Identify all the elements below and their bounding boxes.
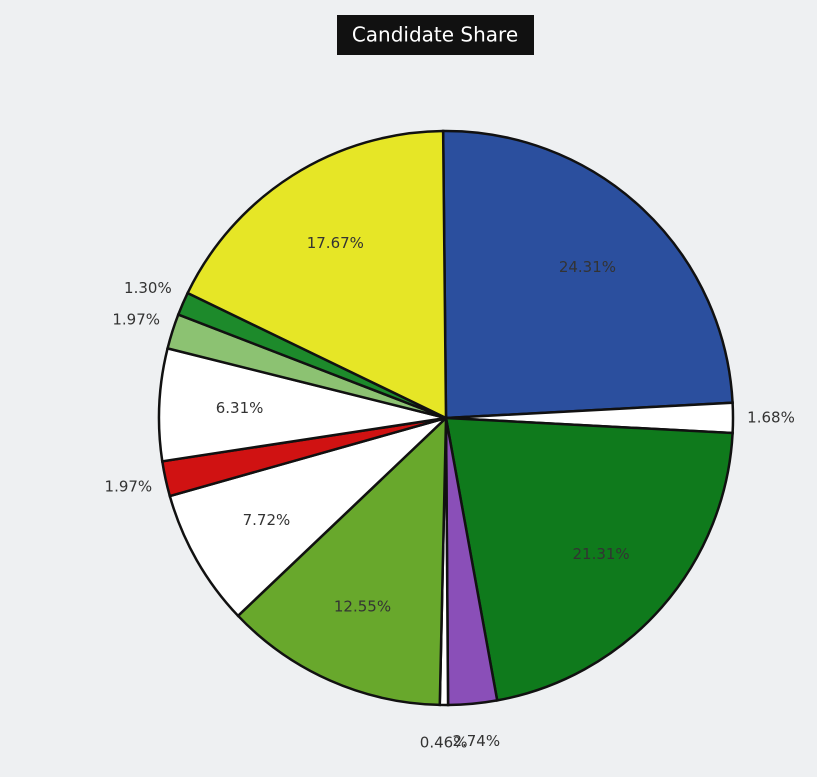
slice-label: 1.30% bbox=[124, 279, 172, 297]
slice-label: 7.72% bbox=[243, 511, 291, 529]
slice-label: 1.68% bbox=[747, 408, 795, 426]
chart-title: Candidate Share bbox=[352, 23, 518, 47]
slice-label: 21.31% bbox=[572, 545, 629, 563]
slice-label: 1.97% bbox=[105, 477, 153, 495]
slice-label: 12.55% bbox=[334, 598, 391, 616]
pie-slice bbox=[236, 415, 448, 707]
pie-slice bbox=[185, 129, 448, 421]
pie-slice bbox=[168, 416, 447, 618]
slice-label: 2.74% bbox=[452, 732, 500, 750]
pie-slice bbox=[157, 346, 447, 463]
pie-slice bbox=[441, 129, 734, 420]
slice-label: 17.67% bbox=[307, 234, 364, 252]
slice-label: 0.46% bbox=[420, 733, 468, 751]
slice-label: 1.97% bbox=[112, 310, 160, 328]
pie-slice bbox=[444, 416, 734, 702]
slice-label: 24.31% bbox=[559, 258, 616, 276]
title-box bbox=[337, 15, 534, 55]
slice-label: 6.31% bbox=[216, 399, 264, 417]
